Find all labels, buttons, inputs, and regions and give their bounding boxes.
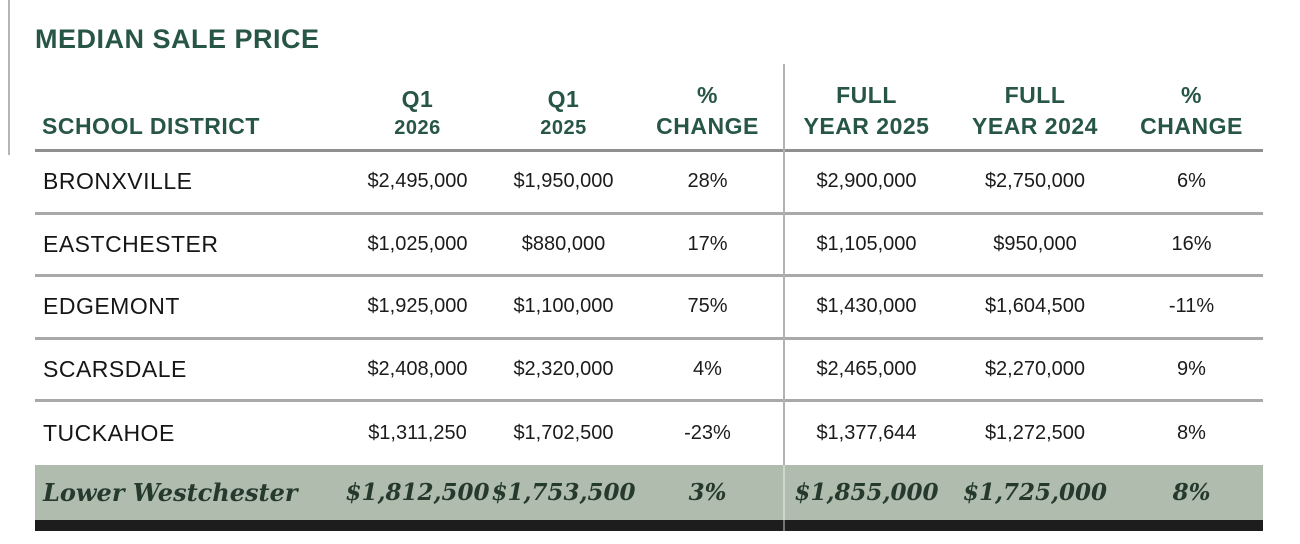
page-title: MEDIAN SALE PRICE [35, 24, 320, 54]
fy-pct-change-value: 16% [1171, 232, 1212, 255]
q1-pct-change-value: 28% [687, 170, 728, 193]
fy-pct-change-value: -11% [1168, 295, 1215, 318]
fy-2024-value: $950,000 [993, 232, 1077, 255]
q1-pct-change-value: 17% [687, 232, 728, 255]
fy-2025-value: $2,465,000 [816, 358, 917, 381]
fy-2024-value: $2,750,000 [984, 170, 1086, 193]
district-name: TUCKAHOE [43, 420, 175, 447]
fy-2024-value: $1,272,500 [984, 422, 1086, 445]
fy-pct-change-value: 9% [1177, 358, 1206, 381]
fy-2024-value: $1,604,500 [984, 295, 1086, 318]
fy-2025-value: $1,105,000 [816, 232, 917, 255]
fy-pct-change-value: 8% [1177, 422, 1206, 445]
table-row-edgemont: EDGEMONT $1,925,000 $1,100,000 75% $1,43… [35, 277, 1263, 340]
q1-2025-value: $1,950,000 [513, 170, 614, 193]
summary-label: Lower Westchester [43, 477, 298, 507]
fy-2024-value: $2,270,000 [984, 358, 1086, 381]
district-name: EDGEMONT [43, 293, 180, 320]
district-name: SCARSDALE [43, 356, 187, 383]
column-header-school-district: SCHOOL DISTRICT [42, 112, 260, 139]
column-group-divider [783, 64, 785, 465]
q1-2025-value: $1,753,500 [491, 478, 636, 506]
column-header-full-year-2024: FULL YEAR 2024 [972, 81, 1098, 139]
fy-2025-value: $1,377,644 [816, 422, 917, 445]
table-row-eastchester: EASTCHESTER $1,025,000 $880,000 17% $1,1… [35, 215, 1263, 278]
fy-2025-value: $1,430,000 [816, 295, 917, 318]
column-group-divider-footer [783, 465, 785, 531]
district-name: BRONXVILLE [43, 168, 193, 195]
q1-2026-value: $1,925,000 [367, 295, 468, 318]
q1-2025-value: $1,702,500 [513, 422, 614, 445]
district-name: EASTCHESTER [43, 230, 219, 257]
q1-2026-value: $1,025,000 [367, 232, 468, 255]
fy-2025-value: $1,855,000 [794, 478, 939, 506]
q1-2026-value: $1,311,250 [368, 422, 467, 445]
page-edge-line [8, 0, 10, 155]
fy-pct-change-value: 6% [1177, 170, 1206, 193]
q1-pct-change-value: -23% [684, 422, 731, 445]
column-header-q1-pct-change: % CHANGE [656, 81, 759, 139]
table-header-row: SCHOOL DISTRICT Q1 2026 Q1 2025 % CHANGE… [35, 62, 1263, 152]
q1-2026-value: $2,495,000 [367, 170, 468, 193]
q1-2026-value: $1,812,500 [345, 478, 490, 506]
q1-pct-change-value: 3% [688, 478, 727, 506]
fy-pct-change-value: 8% [1172, 478, 1211, 506]
q1-2025-value: $880,000 [521, 232, 606, 255]
column-header-q1-2026: Q1 2026 [394, 85, 441, 139]
table-row-tuckahoe: TUCKAHOE $1,311,250 $1,702,500 -23% $1,3… [35, 402, 1263, 465]
fy-2025-value: $2,900,000 [816, 170, 917, 193]
column-header-full-year-2025: FULL YEAR 2025 [803, 81, 930, 139]
q1-pct-change-value: 75% [687, 295, 728, 318]
column-header-q1-2025: Q1 2025 [540, 85, 587, 139]
q1-2026-value: $2,408,000 [367, 358, 468, 381]
table-summary-row-lower-westchester: Lower Westchester $1,812,500 $1,753,500 … [35, 464, 1263, 520]
bottom-accent-bar [35, 519, 1263, 531]
fy-2024-value: $1,725,000 [962, 478, 1108, 506]
table-row-bronxville: BRONXVILLE $2,495,000 $1,950,000 28% $2,… [35, 152, 1263, 215]
q1-2025-value: $2,320,000 [513, 358, 614, 381]
median-sale-price-table: SCHOOL DISTRICT Q1 2026 Q1 2025 % CHANGE… [35, 62, 1263, 531]
table-row-scarsdale: SCARSDALE $2,408,000 $2,320,000 4% $2,46… [35, 340, 1263, 403]
q1-2025-value: $1,100,000 [513, 295, 614, 318]
q1-pct-change-value: 4% [693, 358, 722, 381]
column-header-fy-pct-change: % CHANGE [1140, 81, 1243, 139]
